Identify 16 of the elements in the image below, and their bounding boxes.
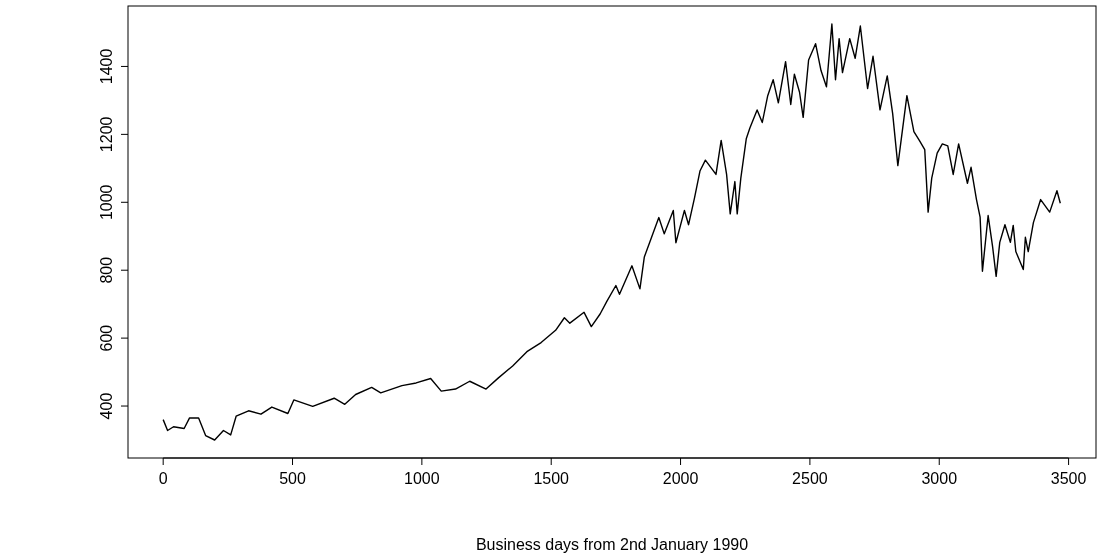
y-tick-label: 1400 [98, 48, 115, 85]
y-tick-label: 1200 [98, 116, 115, 153]
y-tick-label: 800 [98, 256, 115, 284]
x-tick-label: 2500 [792, 470, 828, 487]
x-tick-label: 2000 [662, 470, 699, 487]
line-series [162, 23, 1061, 441]
x-tick-label: 0 [158, 470, 168, 487]
y-tick-label: 400 [98, 392, 115, 420]
x-tick-label: 500 [279, 470, 306, 487]
x-tick-label: 1000 [404, 470, 440, 487]
x-axis-title: Business days from 2nd January 1990 [475, 536, 749, 553]
x-tick-label: 3000 [921, 470, 958, 487]
y-tick-label: 1000 [98, 184, 115, 221]
x-tick-label: 3500 [1050, 470, 1087, 487]
x-tick-label: 1500 [533, 470, 570, 487]
y-tick-label: 600 [98, 324, 115, 352]
